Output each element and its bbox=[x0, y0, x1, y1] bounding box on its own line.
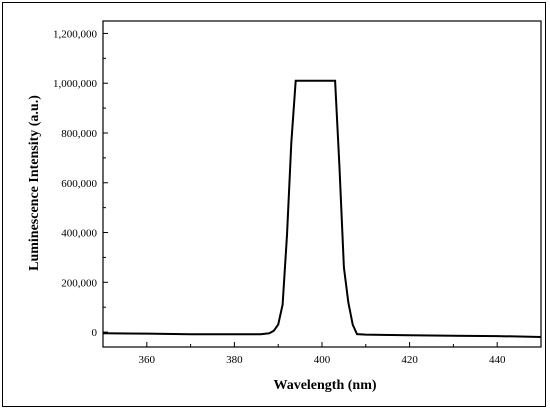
x-tick-label: 360 bbox=[139, 354, 156, 366]
y-tick-label: 400,000 bbox=[61, 228, 97, 240]
y-tick-label: 1,000,000 bbox=[53, 78, 98, 90]
y-axis: 0 200,000 400,000 600,000 800,000 1,000,000 1,… bbox=[53, 28, 108, 339]
y-tick-label: 1,200,000 bbox=[53, 28, 98, 40]
x-tick-label: 380 bbox=[226, 354, 243, 366]
y-tick-label: 0 bbox=[92, 327, 98, 339]
x-tick-label: 400 bbox=[314, 354, 331, 366]
x-tick-label: 420 bbox=[401, 354, 418, 366]
y-tick-label: 600,000 bbox=[61, 178, 97, 190]
x-axis-title: Wavelength (nm) bbox=[273, 378, 376, 393]
luminescence-chart: 360 380 400 420 440 0 200,000 400,000 600,000 80… bbox=[27, 20, 542, 393]
y-tick-label: 800,000 bbox=[61, 128, 97, 140]
y-tick-label: 200,000 bbox=[61, 277, 97, 289]
x-tick-label: 440 bbox=[489, 354, 506, 366]
series-line bbox=[102, 79, 542, 338]
x-axis: 360 380 400 420 440 bbox=[102, 342, 542, 366]
y-axis-title: Luminescence Intensity (a.u.) bbox=[27, 95, 42, 271]
plot-area bbox=[102, 20, 542, 348]
chart-frame: 360 380 400 420 440 0 200,000 400,000 600,000 80… bbox=[2, 2, 546, 407]
